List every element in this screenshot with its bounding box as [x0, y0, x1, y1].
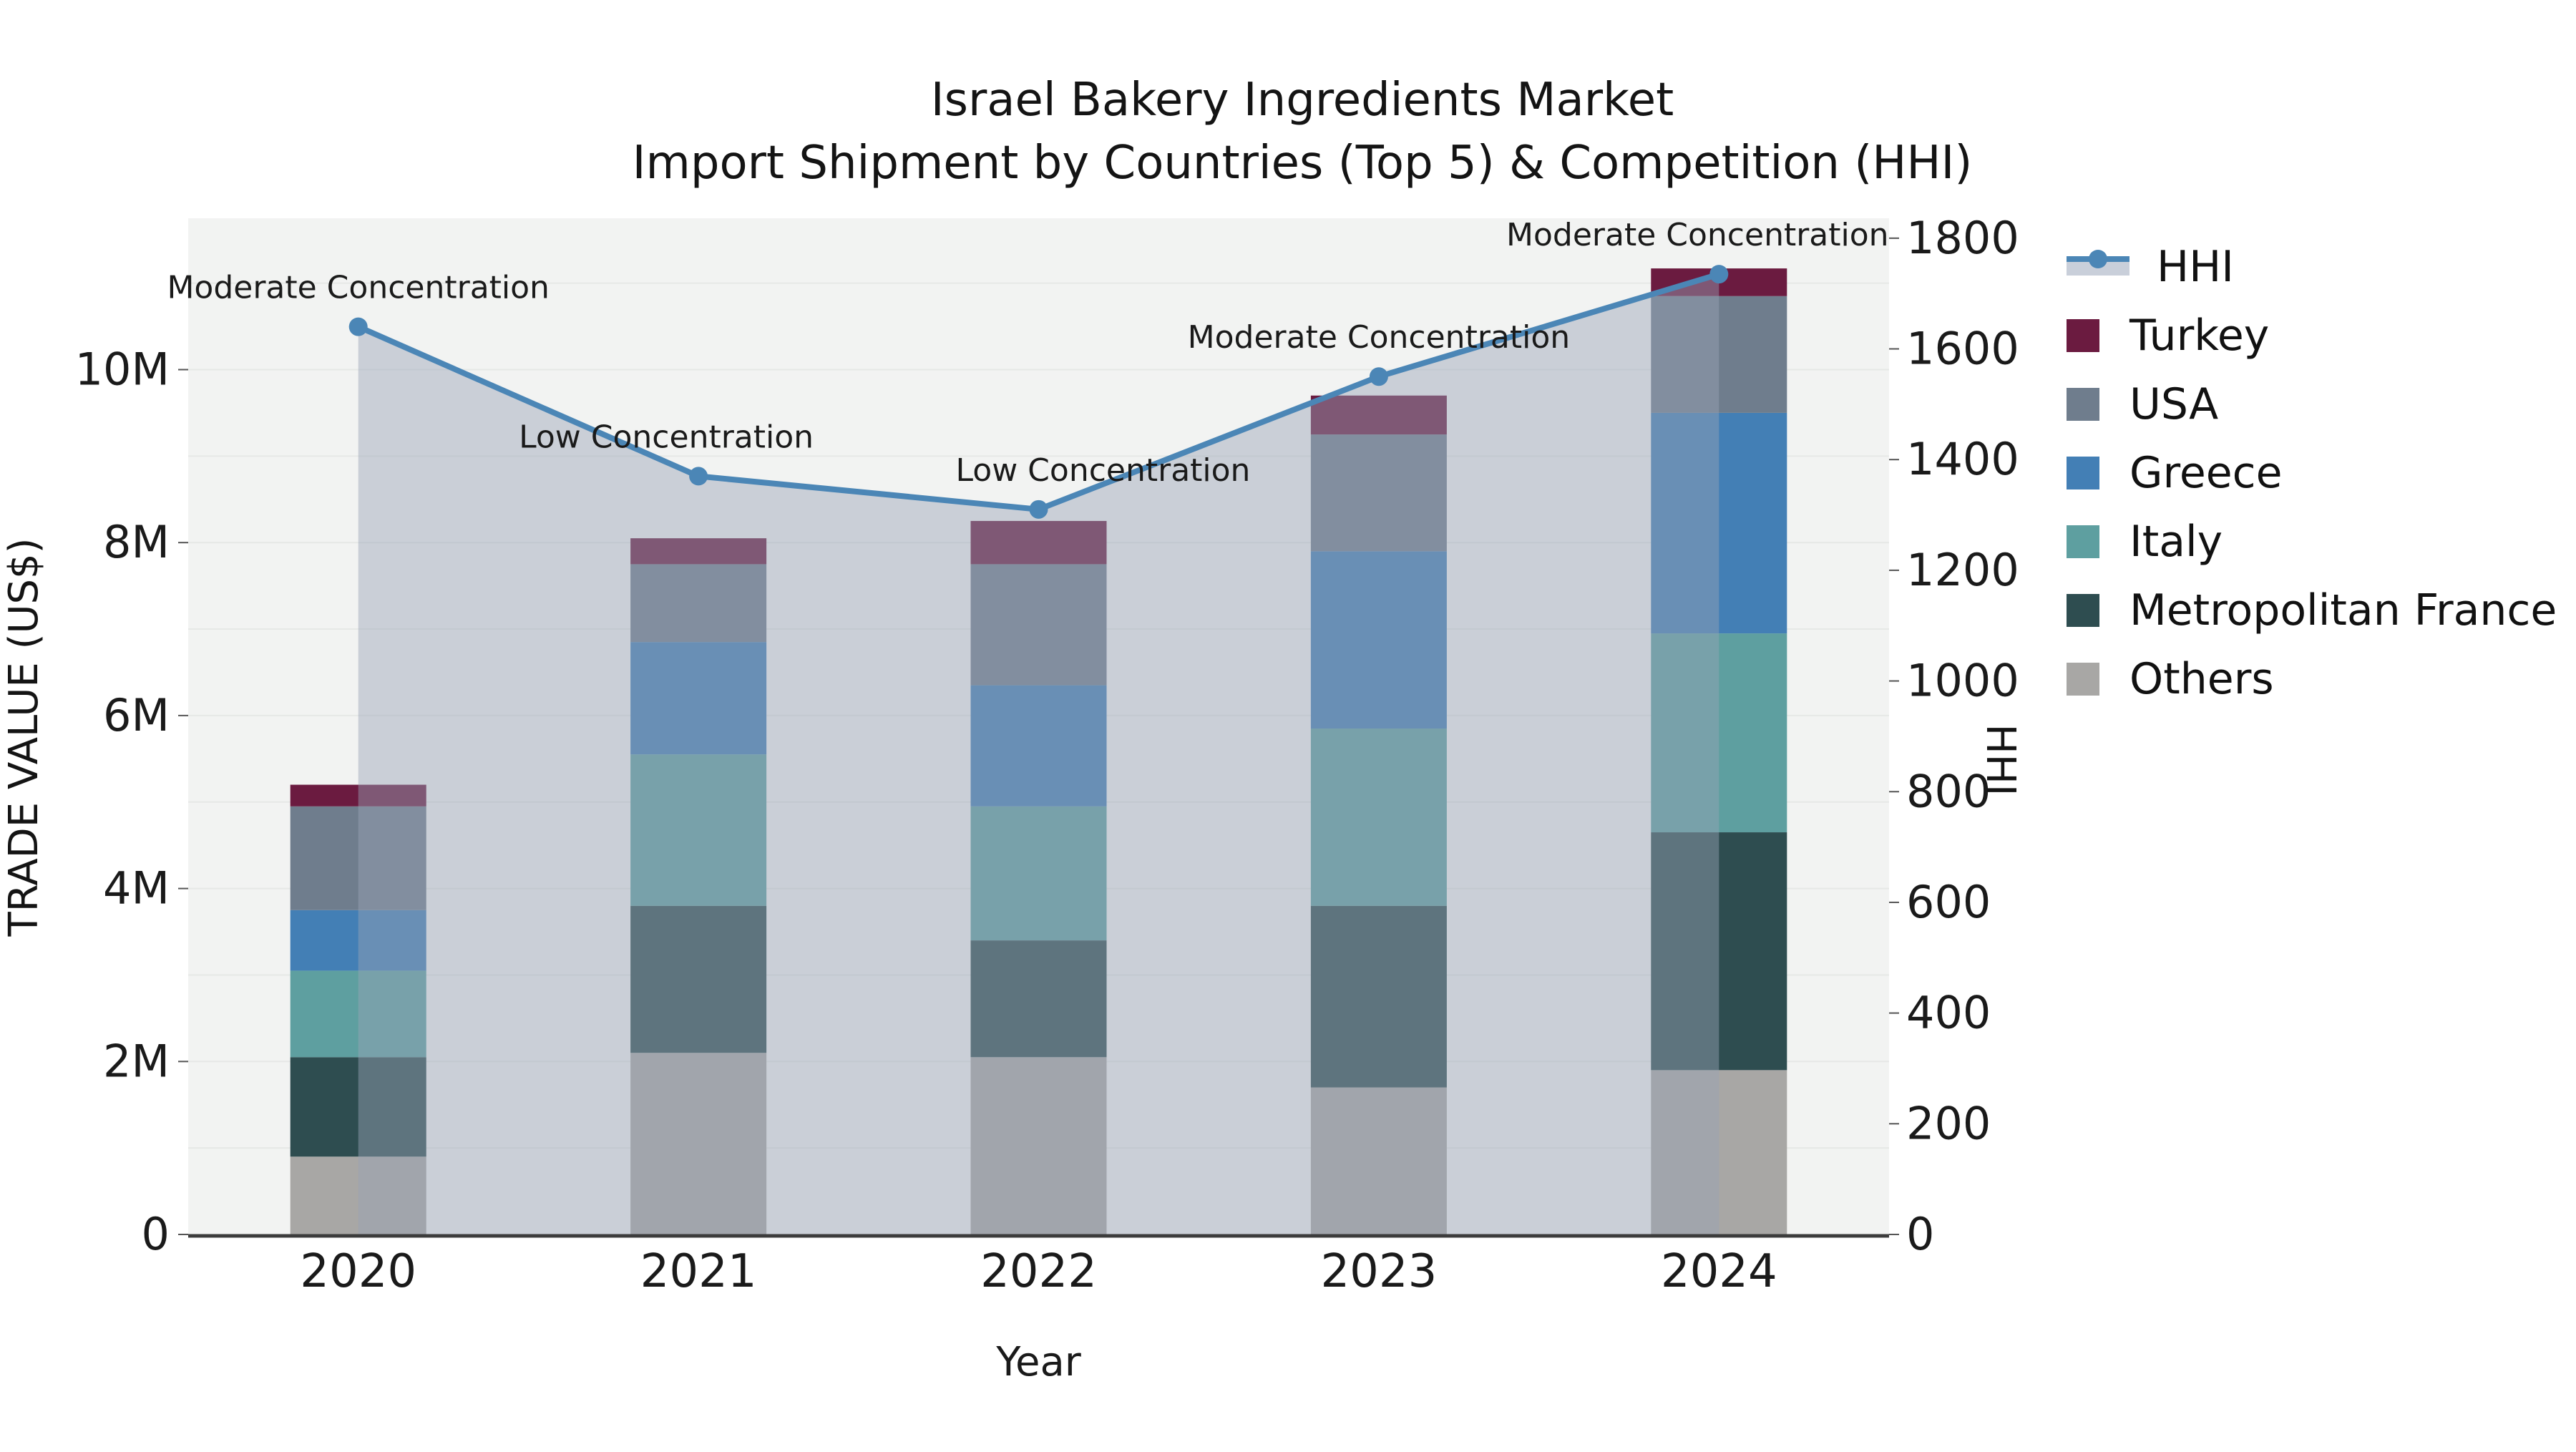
bar-segment-italy	[290, 970, 426, 1058]
greece-swatch-icon	[2067, 457, 2099, 489]
bar-segment-italy	[1310, 729, 1447, 906]
x-tick-label: 2020	[300, 1245, 416, 1298]
hhi-annotation: Moderate Concentration	[1506, 217, 1889, 253]
metropolitan-france-swatch-icon	[2067, 594, 2099, 627]
x-tick-label: 2022	[980, 1245, 1097, 1298]
hhi-annotation: Moderate Concentration	[167, 270, 550, 306]
x-axis-label: Year	[995, 1339, 1082, 1385]
legend-label: Turkey	[2129, 311, 2270, 361]
legend-item-greece[interactable]: Greece	[2067, 448, 2557, 498]
hhi-marker	[1029, 500, 1048, 519]
hhi-annotation: Low Concentration	[956, 452, 1251, 489]
legend-item-hhi[interactable]: HHI	[2067, 242, 2557, 292]
turkey-swatch-icon	[2067, 319, 2099, 352]
bar-segment-metropolitan-france	[630, 905, 767, 1053]
hhi-marker	[1709, 265, 1729, 284]
y-right-tick-label: 0	[1906, 1208, 1934, 1260]
y-left-tick-label: 6M	[103, 689, 170, 741]
bar-segment-metropolitan-france	[1651, 832, 1787, 1071]
bar-segment-metropolitan-france	[970, 940, 1107, 1058]
legend-label: USA	[2129, 379, 2219, 429]
y-axis-label-left: TRADE VALUE (US$)	[1, 537, 47, 937]
bar-segment-usa	[630, 564, 767, 643]
bar-segment-others	[1310, 1087, 1447, 1234]
bar-segment-usa	[970, 564, 1107, 686]
y-right-tick-label: 400	[1906, 987, 1991, 1039]
y-right-tick-label: 800	[1906, 765, 1991, 817]
bar-segment-turkey	[630, 538, 767, 565]
italy-swatch-icon	[2067, 525, 2099, 558]
x-tick-label: 2024	[1661, 1245, 1777, 1298]
chart-title: Israel Bakery Ingredients Market Import …	[0, 69, 2576, 195]
legend-label: HHI	[2157, 242, 2234, 292]
legend-item-turkey[interactable]: Turkey	[2067, 311, 2557, 361]
hhi-area-fill	[358, 274, 1719, 1234]
bar-segment-others	[1651, 1070, 1787, 1234]
bar-segment-others	[290, 1156, 426, 1234]
hhi-marker	[689, 467, 708, 486]
legend: HHI Turkey USA Greece Italy Metropolitan…	[2067, 242, 2557, 704]
y-right-tick-label: 600	[1906, 876, 1991, 928]
y-left-tick-label: 0	[142, 1208, 170, 1260]
hhi-marker	[1369, 367, 1388, 386]
chart-title-line1: Israel Bakery Ingredients Market	[930, 74, 1674, 127]
legend-item-others[interactable]: Others	[2067, 654, 2557, 704]
y-left-tick-label: 8M	[103, 516, 170, 568]
chart-title-line2: Import Shipment by Countries (Top 5) & C…	[632, 137, 1973, 190]
bar-segment-turkey	[290, 784, 426, 807]
bar-segment-italy	[970, 806, 1107, 941]
y-left-tick-label: 10M	[75, 343, 170, 395]
bar-segment-others	[970, 1057, 1107, 1234]
y-right-tick-label: 1000	[1906, 655, 2019, 707]
bar-segment-turkey	[970, 520, 1107, 565]
bar-segment-greece	[290, 910, 426, 971]
legend-label: Metropolitan France	[2129, 585, 2557, 635]
bar-segment-greece	[630, 642, 767, 755]
y-right-tick-label: 1600	[1906, 323, 2019, 375]
bar-segment-greece	[1651, 412, 1787, 634]
hhi-annotation: Moderate Concentration	[1188, 319, 1571, 356]
hhi-marker	[348, 317, 368, 336]
bar-segment-usa	[1310, 434, 1447, 552]
legend-label: Others	[2129, 654, 2274, 704]
x-tick-label: 2021	[640, 1245, 757, 1298]
others-swatch-icon	[2067, 663, 2099, 696]
hhi-annotation: Low Concentration	[519, 419, 814, 455]
bar-segment-greece	[970, 685, 1107, 807]
legend-label: Greece	[2129, 448, 2283, 498]
legend-label: Italy	[2129, 517, 2223, 567]
legend-item-italy[interactable]: Italy	[2067, 517, 2557, 567]
x-tick-label: 2023	[1320, 1245, 1437, 1298]
bar-segment-greece	[1310, 551, 1447, 729]
y-right-tick-label: 200	[1906, 1097, 1991, 1149]
y-left-tick-label: 2M	[103, 1035, 170, 1087]
bar-segment-turkey	[1310, 395, 1447, 435]
bar-segment-italy	[630, 754, 767, 906]
bar-segment-usa	[1651, 296, 1787, 413]
bar-segment-metropolitan-france	[1310, 905, 1447, 1088]
bar-segment-usa	[290, 806, 426, 910]
y-right-tick-label: 1800	[1906, 212, 2019, 264]
hhi-marker-dot-icon	[2089, 250, 2107, 268]
bar-segment-italy	[1651, 633, 1787, 833]
y-axis-label-right: HHI	[1977, 723, 2024, 796]
y-right-tick-label: 1200	[1906, 544, 2019, 596]
legend-item-metropolitan-france[interactable]: Metropolitan France	[2067, 585, 2557, 635]
hhi-line-marker-icon	[2067, 250, 2129, 276]
legend-item-usa[interactable]: USA	[2067, 379, 2557, 429]
bar-segment-others	[630, 1053, 767, 1234]
usa-swatch-icon	[2067, 388, 2099, 421]
y-left-tick-label: 4M	[103, 862, 170, 915]
y-right-tick-label: 1400	[1906, 433, 2019, 485]
bar-segment-metropolitan-france	[290, 1057, 426, 1157]
